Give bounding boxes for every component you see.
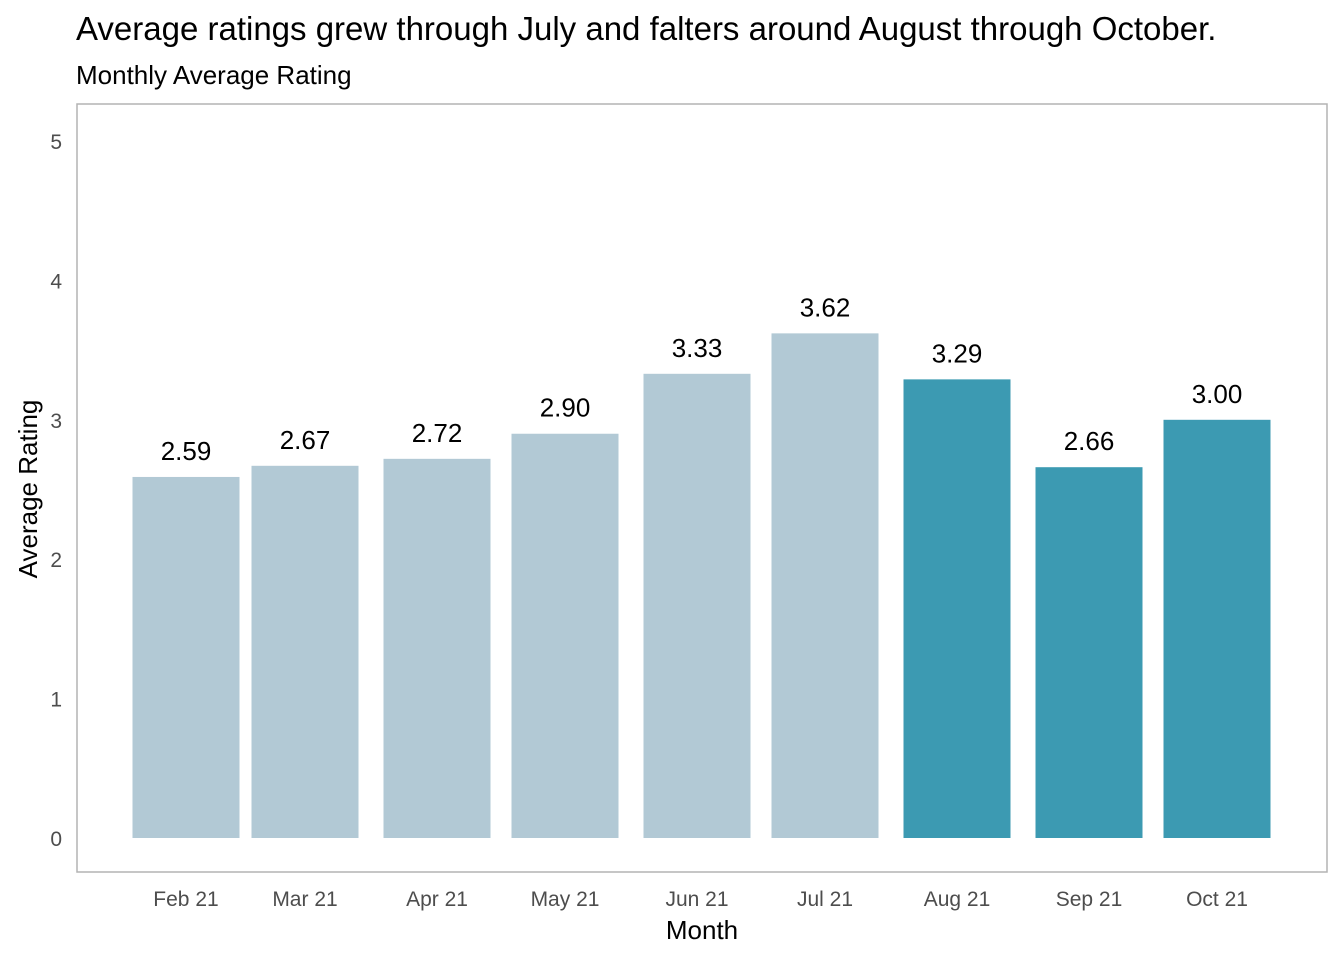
x-axis: Feb 21 Mar 21 Apr 21 May 21 Jun 21 Jul 21 Aug … [153,888,1248,911]
x-tick-label: Aug 21 [924,888,991,911]
y-tick-label: 5 [50,131,62,154]
bar [132,476,240,838]
y-axis: 0 1 2 3 4 5 [50,131,62,851]
x-axis-title: Month [666,915,738,945]
x-tick-label: May 21 [531,888,600,911]
y-axis-title: Average Rating [13,400,43,579]
bar-value-label: 3.00 [1192,379,1243,409]
x-tick-label: Apr 21 [406,888,468,911]
y-tick-label: 3 [50,410,62,433]
chart-title: Average ratings grew through July and fa… [76,10,1217,47]
x-tick-label: Mar 21 [272,888,337,911]
bar-value-label: 3.33 [672,333,723,363]
x-tick-label: Jul 21 [797,888,853,911]
y-tick-label: 2 [50,549,62,572]
bar [1035,467,1143,838]
bar-value-label: 2.66 [1064,426,1115,456]
bar [1163,419,1271,838]
x-tick-label: Feb 21 [153,888,218,911]
bar-value-label: 3.62 [800,292,851,322]
bar-value-label: 2.67 [280,425,331,455]
bar [383,458,491,838]
chart-subtitle: Monthly Average Rating [76,60,352,90]
bars-group [132,333,1271,838]
plot-panel-border [76,103,1328,873]
bar-value-label: 3.29 [932,338,983,368]
x-tick-label: Jun 21 [665,888,728,911]
y-tick-label: 0 [50,828,62,851]
y-tick-label: 4 [50,270,62,293]
value-labels-group: 2.59 2.67 2.72 2.90 3.33 3.62 3.29 2.66 3.00 [161,292,1243,466]
x-tick-label: Sep 21 [1056,888,1123,911]
bar [511,433,619,838]
x-tick-label: Oct 21 [1186,888,1248,911]
y-tick-label: 1 [50,689,62,712]
bar [903,379,1011,838]
bar-value-label: 2.72 [412,418,463,448]
bar-value-label: 2.90 [540,393,591,423]
bar [643,373,751,838]
bar-value-label: 2.59 [161,436,212,466]
bar [771,333,879,838]
bar [251,465,359,838]
